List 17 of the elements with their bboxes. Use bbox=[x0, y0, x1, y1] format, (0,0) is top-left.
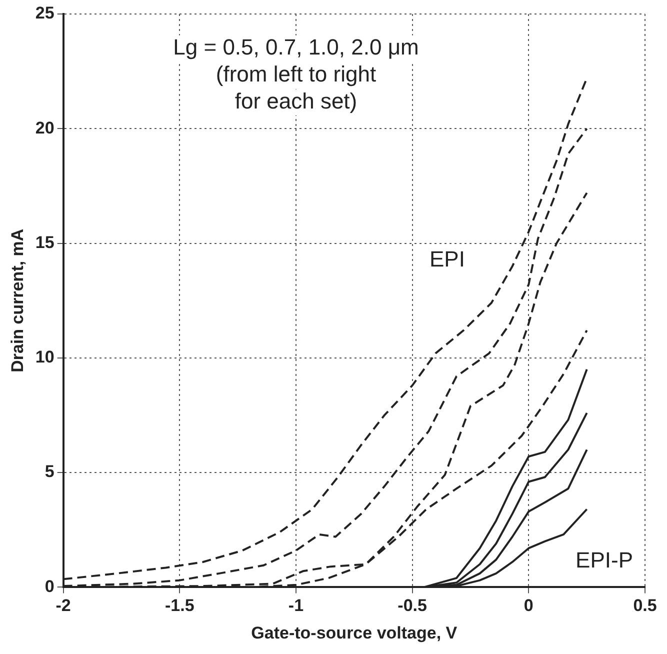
x-tick-label: -1 bbox=[288, 596, 304, 616]
x-tick-label: -0.5 bbox=[398, 596, 427, 616]
y-tick-label: 10 bbox=[35, 348, 54, 367]
x-tick-label: -2 bbox=[56, 596, 71, 616]
annotation: EPI bbox=[429, 246, 465, 272]
annotation: EPI-P bbox=[576, 547, 634, 572]
y-tick-label: 25 bbox=[35, 4, 54, 23]
y-axis-title: Drain current, mA bbox=[8, 228, 27, 372]
y-tick-label: 15 bbox=[35, 232, 54, 252]
x-tick-label: 0 bbox=[524, 596, 534, 616]
y-tick-label: 0 bbox=[44, 576, 54, 596]
x-tick-label: -1.5 bbox=[165, 596, 194, 616]
x-axis-title: Gate-to-source voltage, V bbox=[251, 623, 458, 642]
y-tick-label: 5 bbox=[44, 462, 54, 482]
annotation: Lg = 0.5, 0.7, 1.0, 2.0 μm (from left to right for each set) bbox=[173, 34, 419, 114]
y-tick-label: 20 bbox=[35, 118, 54, 138]
x-tick-label: 0.5 bbox=[633, 596, 657, 616]
